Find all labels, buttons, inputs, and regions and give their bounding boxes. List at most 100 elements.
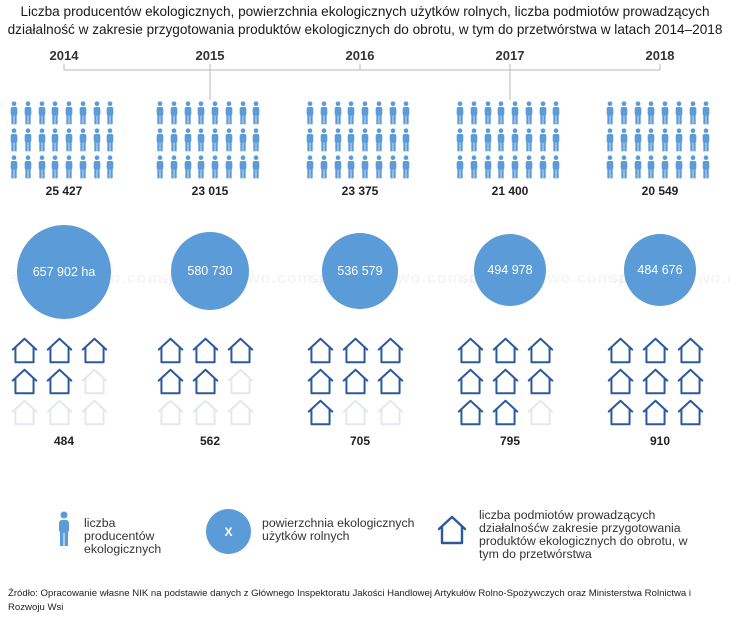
person-icon <box>551 101 565 128</box>
person-icon <box>105 101 119 128</box>
person-icon <box>388 101 402 128</box>
year-label: 2015 <box>195 48 225 63</box>
person-icon <box>688 128 702 155</box>
person-icon <box>646 128 660 155</box>
person-icon <box>64 101 78 128</box>
person-icon <box>319 101 333 128</box>
person-icon <box>633 128 647 155</box>
person-icon <box>401 128 415 155</box>
person-icon <box>688 101 702 128</box>
person-icon <box>701 155 715 182</box>
house-icon <box>641 336 676 367</box>
person-icon <box>92 128 106 155</box>
person-icon <box>701 128 715 155</box>
legend-entities: liczba podmiotów prowadzących działalnoś… <box>479 508 688 561</box>
person-icon <box>319 155 333 182</box>
house-icon <box>226 336 261 367</box>
person-icon <box>196 155 210 182</box>
person-icon <box>169 128 183 155</box>
year-label: 2018 <box>645 48 675 63</box>
person-icon <box>305 101 319 128</box>
person-icon <box>469 101 483 128</box>
year-label: 2014 <box>49 48 79 63</box>
person-icon <box>105 155 119 182</box>
person-icon <box>374 128 388 155</box>
area-circle-icon: X <box>206 509 251 554</box>
house-icon <box>10 398 45 429</box>
house-icon <box>45 336 80 367</box>
producers-pictogram <box>305 101 415 181</box>
person-icon <box>483 101 497 128</box>
house-icon <box>341 398 376 429</box>
house-icon <box>10 367 45 398</box>
person-icon <box>37 155 51 182</box>
person-icon <box>37 128 51 155</box>
person-icon <box>660 128 674 155</box>
person-icon <box>401 101 415 128</box>
person-icon <box>538 128 552 155</box>
person-icon <box>333 155 347 182</box>
person-icon <box>346 128 360 155</box>
person-icon <box>251 101 265 128</box>
entities-pictogram <box>456 336 566 429</box>
person-icon <box>92 101 106 128</box>
person-icon <box>496 128 510 155</box>
house-icon <box>491 367 526 398</box>
producers-pictogram <box>455 101 565 181</box>
area-circle: 484 676 <box>624 234 696 306</box>
person-icon <box>37 101 51 128</box>
person-icon <box>210 155 224 182</box>
entities-count: 562 <box>199 434 221 448</box>
person-icon <box>551 128 565 155</box>
person-icon <box>196 101 210 128</box>
person-icon <box>78 155 92 182</box>
person-icon <box>78 101 92 128</box>
house-icon <box>606 398 641 429</box>
person-icon <box>633 155 647 182</box>
producers-pictogram <box>605 101 715 181</box>
person-icon <box>674 128 688 155</box>
person-icon <box>23 128 37 155</box>
area-circle: 494 978 <box>474 234 546 306</box>
house-icon <box>226 398 261 429</box>
producers-count: 25 427 <box>45 184 83 198</box>
house-icon <box>376 398 411 429</box>
house-icon <box>80 367 115 398</box>
house-icon <box>191 336 226 367</box>
house-icon <box>641 367 676 398</box>
person-icon <box>455 101 469 128</box>
person-icon <box>646 101 660 128</box>
person-icon <box>401 155 415 182</box>
person-icon <box>701 101 715 128</box>
person-icon <box>210 128 224 155</box>
person-icon <box>360 128 374 155</box>
source-note: Źródło: Opracowanie własne NIK na podsta… <box>8 588 692 613</box>
house-icon <box>45 367 80 398</box>
person-icon <box>360 101 374 128</box>
person-icon <box>374 101 388 128</box>
person-icon <box>688 155 702 182</box>
person-icon <box>510 155 524 182</box>
house-icon <box>341 367 376 398</box>
person-icon <box>169 101 183 128</box>
person-icon <box>238 155 252 182</box>
house-icon <box>376 367 411 398</box>
person-icon <box>224 101 238 128</box>
producers-pictogram <box>9 101 119 181</box>
person-icon <box>674 155 688 182</box>
person-icon <box>605 128 619 155</box>
person-icon <box>605 101 619 128</box>
person-icon <box>388 128 402 155</box>
person-icon <box>224 155 238 182</box>
person-icon <box>50 155 64 182</box>
house-icon <box>45 398 80 429</box>
person-icon <box>524 128 538 155</box>
person-icon <box>23 101 37 128</box>
area-circle: 536 579 <box>322 233 398 309</box>
person-icon <box>619 101 633 128</box>
producers-count: 23 375 <box>341 184 379 198</box>
person-icon <box>169 155 183 182</box>
legend-area: powierzchnia ekologicznych użytków rolny… <box>262 516 415 543</box>
person-icon <box>551 155 565 182</box>
entities-pictogram <box>606 336 716 429</box>
